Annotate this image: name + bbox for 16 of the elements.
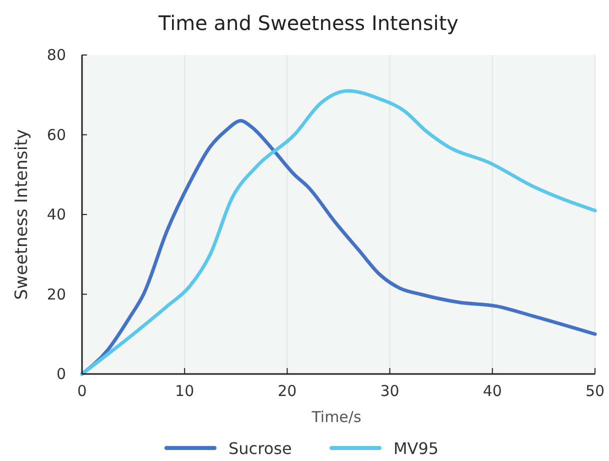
legend-label: MV95: [394, 439, 439, 458]
x-tick-label: 40: [482, 382, 502, 400]
legend-label: Sucrose: [228, 439, 292, 458]
y-tick-label: 80: [46, 46, 66, 64]
y-tick-label: 40: [46, 206, 66, 224]
y-tick-label: 20: [46, 285, 66, 304]
x-tick-label: 30: [380, 382, 400, 400]
x-tick-label: 10: [175, 382, 194, 400]
x-tick-label: 0: [77, 382, 87, 400]
y-tick-label: 60: [46, 126, 66, 144]
x-tick-label: 50: [585, 382, 605, 400]
y-axis-title: Sweetness Intensity: [12, 129, 32, 300]
x-axis-title: Time/s: [310, 408, 362, 426]
chart-title: Time and Sweetness Intensity: [157, 11, 459, 35]
x-tick-label: 20: [278, 382, 297, 400]
y-tick-label: 0: [56, 365, 66, 383]
